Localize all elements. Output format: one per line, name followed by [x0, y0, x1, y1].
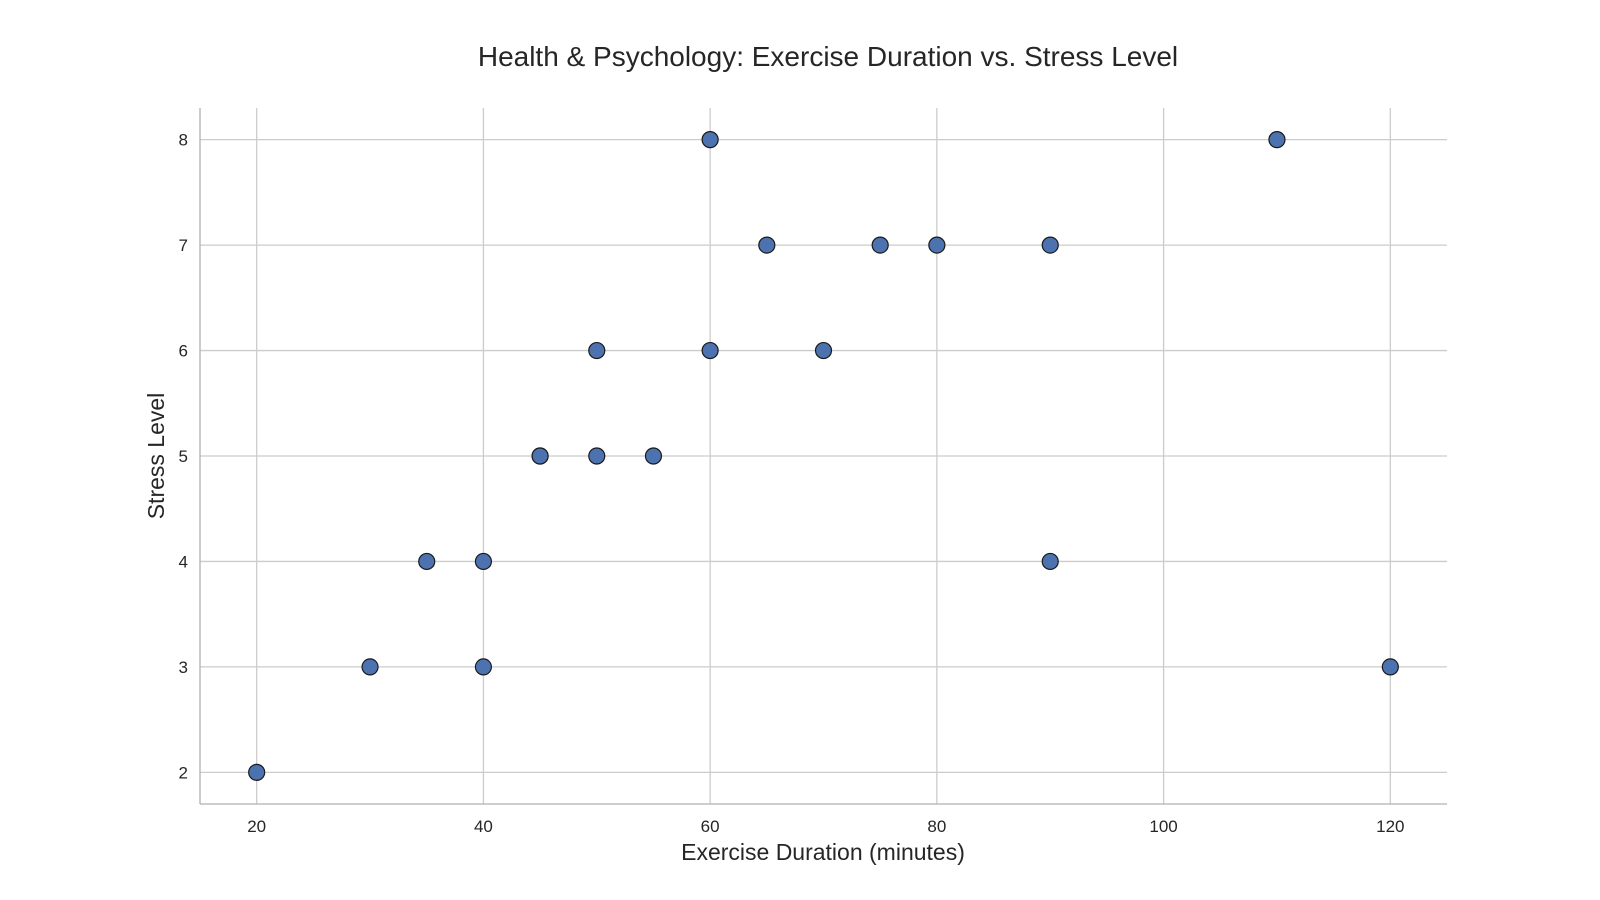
y-tick-label: 5: [179, 447, 188, 466]
data-point: [588, 447, 606, 465]
y-tick-label: 3: [179, 658, 188, 677]
x-tick-label: 100: [1149, 817, 1177, 836]
data-point: [928, 236, 946, 254]
x-tick-label: 40: [474, 817, 493, 836]
data-point: [814, 341, 833, 360]
grid: [200, 108, 1447, 804]
data-point: [701, 341, 719, 360]
data-point: [361, 658, 379, 676]
x-tick-label: 80: [927, 817, 946, 836]
data-point: [1041, 552, 1059, 571]
data-point: [1268, 131, 1286, 149]
data-point: [588, 341, 606, 360]
data-point: [701, 131, 719, 149]
axes-spines: [199, 108, 1447, 805]
data-point: [474, 658, 493, 676]
y-tick-label: 2: [179, 763, 188, 782]
x-tick-label: 120: [1376, 817, 1404, 836]
y-tick-labels: 2 3 4 5 6 7 8: [179, 131, 188, 783]
data-points: [248, 131, 1399, 781]
data-point: [758, 236, 776, 254]
x-tick-label: 60: [701, 817, 720, 836]
data-point: [871, 236, 889, 254]
data-point: [474, 552, 493, 571]
x-axis-label: Exercise Duration (minutes): [681, 839, 965, 865]
data-point: [248, 763, 266, 781]
y-tick-label: 8: [179, 131, 188, 150]
x-tick-label: 20: [247, 817, 266, 836]
data-point: [644, 447, 663, 465]
y-axis-label: Stress Level: [143, 393, 169, 520]
data-point: [531, 447, 549, 465]
y-tick-label: 7: [179, 236, 188, 255]
y-tick-label: 6: [179, 342, 188, 361]
data-point: [1041, 236, 1059, 254]
y-tick-label: 4: [179, 552, 188, 571]
chart-title: Health & Psychology: Exercise Duration v…: [478, 41, 1178, 72]
x-tick-labels: 20 40 60 80 100 120: [247, 817, 1404, 836]
data-point: [418, 552, 436, 571]
data-point: [1381, 658, 1399, 676]
